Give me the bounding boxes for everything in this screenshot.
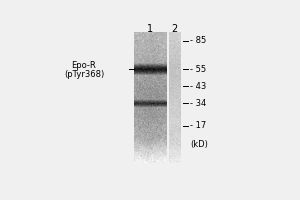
Text: (kD): (kD) (190, 140, 208, 149)
Text: 2: 2 (172, 24, 178, 34)
Text: (pTyr368): (pTyr368) (64, 70, 104, 79)
Text: - 43: - 43 (190, 82, 206, 91)
Text: Epo-R: Epo-R (72, 61, 96, 70)
Text: - 34: - 34 (190, 99, 206, 108)
Text: 1: 1 (147, 24, 153, 34)
Text: - 85: - 85 (190, 36, 206, 45)
Text: - 55: - 55 (190, 65, 206, 74)
Text: - 17: - 17 (190, 121, 206, 130)
